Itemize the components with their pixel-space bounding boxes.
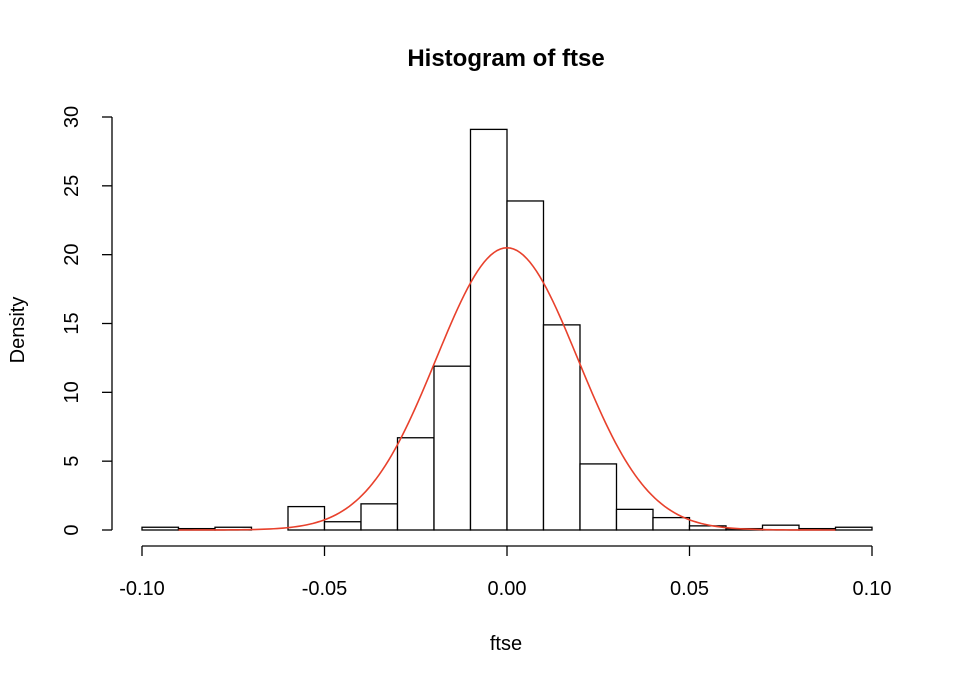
x-axis: -0.10 -0.05 0.00 0.05 0.10 [119, 545, 892, 600]
histogram-bar-6 [360, 503, 399, 531]
density-curve [178, 246, 836, 531]
histogram-bar-14 [652, 516, 691, 531]
histogram-bar-12 [579, 463, 618, 531]
y-axis-label: Density [7, 297, 29, 364]
bars-group [141, 128, 873, 531]
x-tick-label-0: -0.10 [119, 578, 165, 600]
y-tick-label-4: 20 [61, 244, 83, 266]
x-tick-label-1: -0.05 [302, 578, 348, 600]
histogram-bar-9 [469, 128, 508, 531]
y-tick-label-2: 10 [61, 381, 83, 403]
x-axis-label: ftse [490, 633, 522, 655]
histogram-bar-13 [615, 508, 654, 531]
y-axis: 0 5 10 15 20 25 30 [61, 106, 113, 536]
y-tick-label-1: 5 [61, 456, 83, 467]
y-tick-label-0: 0 [61, 524, 83, 535]
y-tick-label-5: 25 [61, 175, 83, 197]
x-tick-label-4: 0.10 [853, 578, 892, 600]
histogram-bar-0 [141, 526, 180, 531]
chart-title: Histogram of ftse [407, 45, 604, 72]
histogram-bar-8 [433, 365, 472, 531]
histogram-bar-4 [287, 505, 326, 531]
x-tick-label-3: 0.05 [670, 578, 709, 600]
histogram-bar-11 [542, 324, 581, 531]
histogram-bar-5 [323, 521, 362, 531]
x-tick-label-2: 0.00 [488, 578, 527, 600]
y-tick-label-6: 30 [61, 106, 83, 128]
histogram-bar-19 [834, 526, 873, 531]
histogram-bar-10 [506, 200, 545, 531]
histogram-bar-7 [396, 437, 435, 531]
y-tick-label-3: 15 [61, 312, 83, 334]
